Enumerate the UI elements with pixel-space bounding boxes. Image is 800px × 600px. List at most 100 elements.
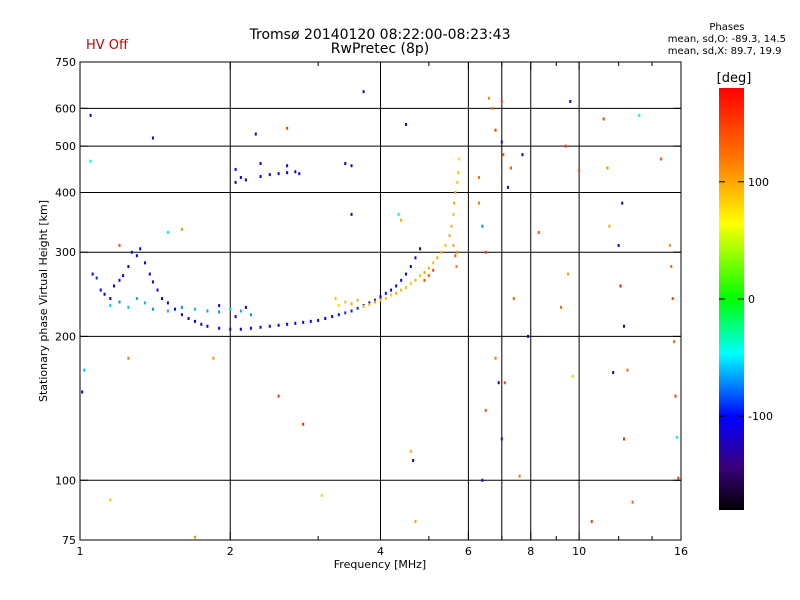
echo-point [454,190,457,194]
echo-point [452,243,455,247]
echo-point [200,322,203,326]
y-tick-label: 200 [55,330,76,343]
echo-point [166,230,169,234]
echo-point [450,224,453,228]
echo-point [494,128,497,132]
echo-point [419,247,422,251]
echo-point [631,500,634,504]
y-tick-label: 750 [55,56,76,69]
echo-point [400,218,403,222]
echo-point [503,381,506,385]
y-tick-label: 600 [55,102,76,115]
echo-point [457,171,460,175]
echo-point [234,315,237,319]
echo-point [453,201,456,205]
echo-point [294,321,297,325]
echo-point [405,123,408,127]
echo-point [571,374,574,378]
echo-point [638,113,641,117]
x-tick-label: 6 [465,545,472,558]
echo-point [350,302,353,306]
x-tick-label: 10 [572,545,586,558]
echo-point [218,304,221,308]
echo-point [144,261,147,265]
echo-point [608,224,611,228]
x-axis-label: Frequency [MHz] [334,558,426,571]
echo-point [362,90,365,94]
echo-point [673,340,676,344]
y-tick-label: 500 [55,140,76,153]
grid-lines [80,62,681,540]
echo-point [409,265,412,269]
echo-point [671,297,674,301]
echo-point [606,166,609,170]
echo-point [344,311,347,315]
echo-point [218,326,221,330]
echo-point [569,100,572,104]
echo-point [390,293,393,297]
echo-point [337,313,340,317]
echo-point [127,356,130,360]
x-tick-label: 8 [527,545,534,558]
colorbar-tick-label: -100 [748,410,773,423]
echo-point [277,394,280,398]
hv-status-label: HV Off [86,38,128,53]
echo-point [166,301,169,305]
echo-point [400,278,403,282]
echo-point [427,266,430,270]
echo-point [83,368,86,372]
y-tick-label: 100 [55,474,76,487]
echo-point [626,368,629,372]
echo-point [99,288,102,292]
echo-point [212,356,215,360]
echo-point [151,136,154,140]
echo-point [254,132,257,136]
echo-point [356,298,359,302]
echo-point [206,324,209,328]
colorbar-tick-label: 100 [748,176,769,189]
echo-point [302,320,305,324]
echo-point [144,301,147,305]
echo-point [409,449,412,453]
echo-point [617,243,620,247]
echo-point [268,324,271,328]
echo-point [674,394,677,398]
echo-point [277,323,280,327]
echo-point [675,435,678,439]
echo-point [368,301,371,305]
echo-point [395,284,398,288]
echo-point [374,298,377,302]
x-tick-label: 2 [227,545,234,558]
echo-point [286,164,289,168]
echo-point [458,157,461,161]
echo-point [397,212,400,216]
echo-point [497,381,500,385]
echo-point [668,243,671,247]
x-tick-label: 1 [77,545,84,558]
echo-point [484,408,487,412]
echo-point [567,272,570,276]
echo-point [427,274,430,278]
echo-point [286,322,289,326]
echo-point [455,265,458,269]
echo-point [180,305,183,309]
y-axis-label: Stationary phase Virtual Height [km] [37,200,50,402]
echo-point [409,282,412,286]
y-tick-label: 300 [55,246,76,259]
echo-point [95,276,98,280]
echo-point [194,307,197,311]
echo-point [206,309,209,313]
echo-point [286,126,289,130]
chart-title: Tromsø 20140120 08:22:00-08:23:43 [249,27,511,43]
echo-point [518,474,521,478]
echo-point [249,313,252,317]
echo-point [578,168,581,172]
echo-point [670,265,673,269]
echo-point [602,117,605,121]
echo-point [151,280,154,284]
echo-point [286,171,289,175]
echo-point [130,250,133,254]
echo-point [218,310,221,314]
echo-point [440,250,443,254]
echo-point [502,153,505,157]
